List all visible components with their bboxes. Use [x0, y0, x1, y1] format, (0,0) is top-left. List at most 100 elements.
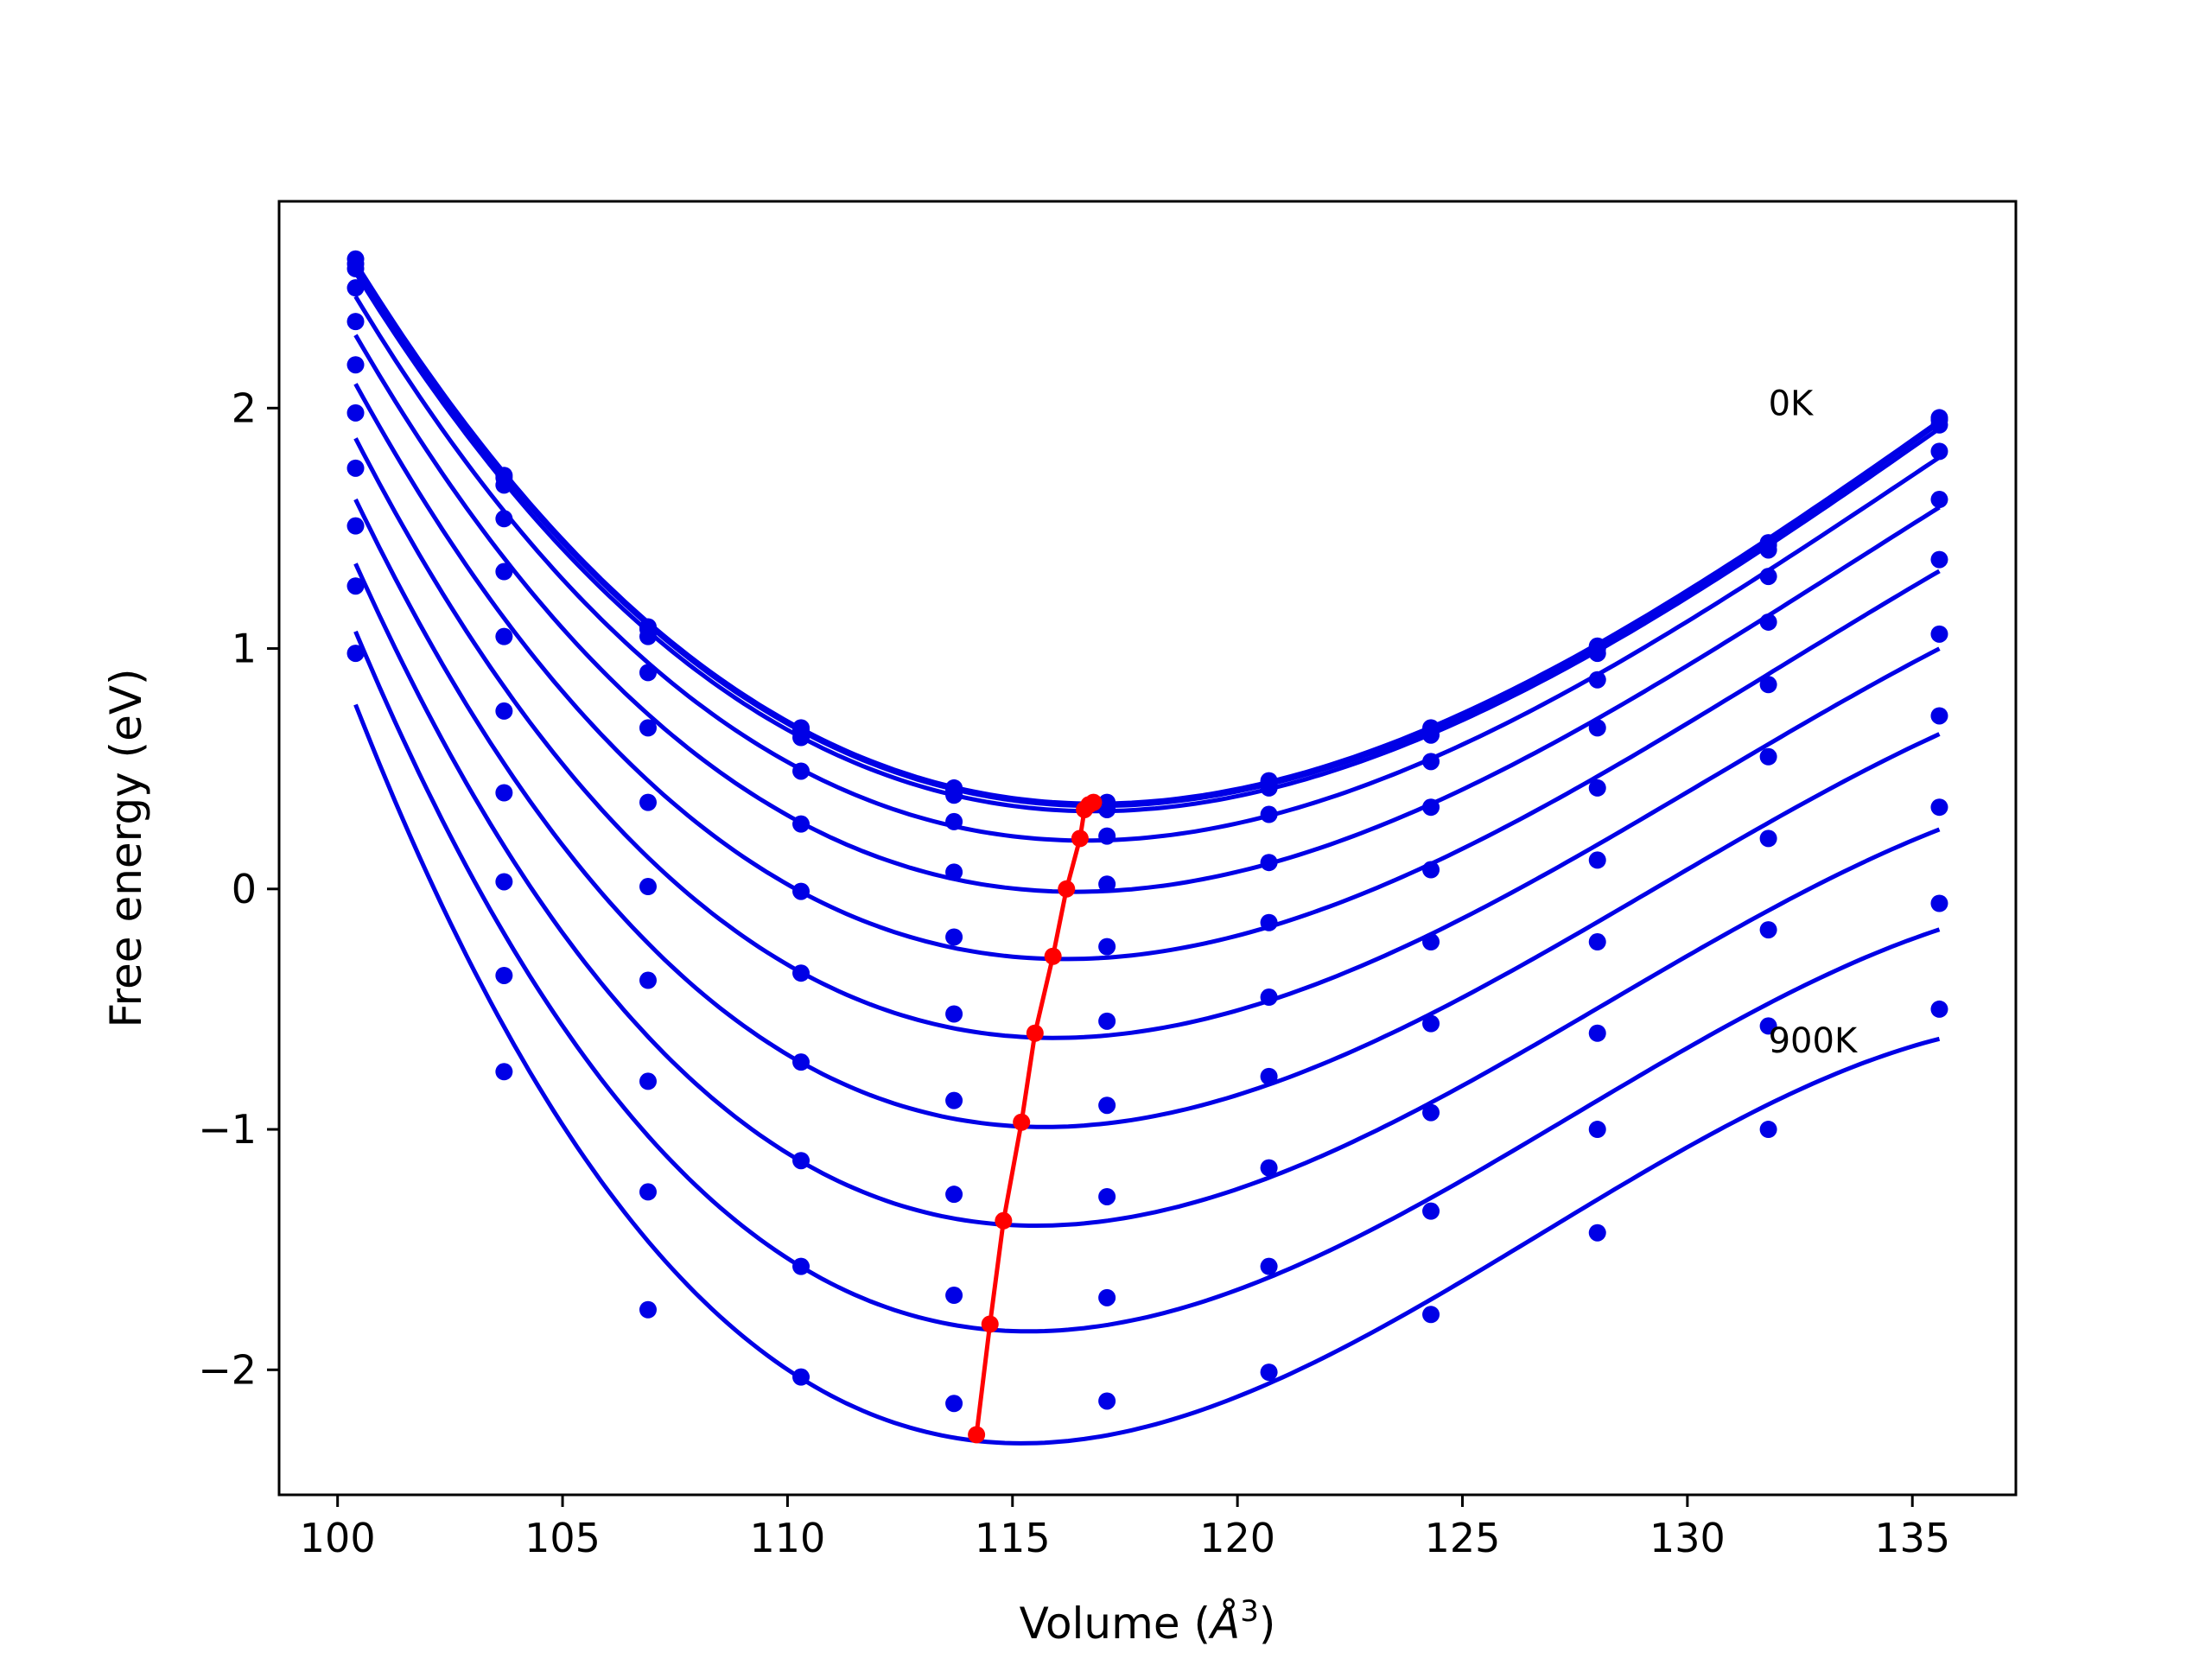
data-point: [1422, 726, 1440, 744]
y-tick-label: −2: [198, 1346, 257, 1393]
data-point: [792, 964, 810, 982]
data-point: [1930, 798, 1948, 817]
data-point: [792, 1152, 810, 1170]
data-point: [792, 1257, 810, 1275]
data-point: [639, 719, 657, 737]
data-point: [1930, 1000, 1948, 1018]
data-point: [1260, 1067, 1278, 1085]
x-tick-label: 130: [1649, 1515, 1726, 1561]
data-point: [945, 1287, 963, 1305]
data-point: [1759, 613, 1777, 631]
data-point: [945, 1395, 963, 1413]
x-axis-label-superscript: 3: [1240, 1594, 1259, 1629]
y-axis-ticks: −2 −1 0 1 2: [198, 385, 279, 1393]
data-point: [1588, 671, 1606, 689]
equilibrium-point: [1071, 830, 1089, 848]
data-point: [945, 1185, 963, 1204]
data-point: [495, 702, 513, 720]
fit-curve-line: [353, 563, 1941, 1228]
data-point: [1759, 921, 1777, 939]
x-tick-label: 100: [300, 1515, 376, 1561]
x-tick-label: 135: [1874, 1515, 1950, 1561]
y-tick-label: 0: [232, 866, 257, 912]
x-axis-label-symbol: Å: [1208, 1599, 1240, 1649]
data-point: [1422, 1014, 1440, 1033]
fit-curve-line: [353, 383, 1941, 962]
data-point: [495, 873, 513, 891]
data-point: [945, 1091, 963, 1109]
data-point: [346, 356, 365, 374]
equilibrium-point: [1058, 880, 1076, 898]
fit-curve-line: [353, 437, 1941, 1040]
data-point: [1588, 779, 1606, 797]
data-point: [639, 664, 657, 682]
data-point: [1422, 753, 1440, 771]
y-tick-label: 1: [232, 626, 257, 672]
fit-curve-line: [353, 498, 1941, 1129]
data-point: [792, 728, 810, 747]
data-point: [346, 577, 365, 595]
x-axis-label-prefix: Volume (: [1020, 1599, 1211, 1649]
data-point: [1098, 1392, 1116, 1410]
data-point: [1098, 1288, 1116, 1306]
equilibrium-point: [1044, 947, 1062, 965]
data-point: [945, 928, 963, 946]
data-point: [639, 1183, 657, 1201]
data-point: [495, 627, 513, 645]
data-point: [1588, 719, 1606, 737]
data-point: [1260, 1363, 1278, 1382]
x-tick-label: 115: [975, 1515, 1051, 1561]
data-point: [1588, 1024, 1606, 1042]
data-point: [639, 1072, 657, 1090]
data-point: [1098, 827, 1116, 845]
data-point: [945, 786, 963, 804]
data-point: [1098, 875, 1116, 893]
equilibrium-curve: [968, 793, 1103, 1444]
data-point: [495, 476, 513, 494]
data-point: [1098, 1096, 1116, 1115]
annotation-label: 900K: [1769, 1021, 1859, 1061]
data-point: [1588, 645, 1606, 663]
data-point: [945, 863, 963, 881]
data-point: [346, 645, 365, 663]
data-point: [792, 762, 810, 780]
fit-curve-line: [353, 630, 1941, 1334]
data-point: [1588, 1224, 1606, 1242]
annotations: 0K 900K: [1769, 385, 1859, 1061]
data-point: [1260, 988, 1278, 1007]
y-tick-label: −1: [198, 1106, 257, 1153]
data-point: [1759, 830, 1777, 848]
x-tick-label: 120: [1199, 1515, 1275, 1561]
data-point: [792, 1368, 810, 1386]
data-point: [1930, 491, 1948, 509]
data-point: [1930, 416, 1948, 434]
data-point: [495, 1063, 513, 1081]
data-point: [1260, 854, 1278, 872]
equilibrium-point: [1013, 1113, 1031, 1131]
data-point: [1930, 894, 1948, 912]
data-point: [1098, 1187, 1116, 1205]
x-tick-label: 110: [750, 1515, 826, 1561]
data-point: [1260, 779, 1278, 797]
data-point: [1759, 541, 1777, 559]
fit-curve-line: [353, 295, 1941, 843]
data-point: [1759, 1017, 1777, 1035]
data-point: [346, 313, 365, 331]
data-point: [1930, 550, 1948, 569]
data-point: [792, 815, 810, 833]
data-point: [1588, 1121, 1606, 1139]
data-point: [792, 882, 810, 900]
data-point: [1422, 1202, 1440, 1220]
data-point: [1422, 861, 1440, 879]
data-point: [639, 878, 657, 896]
data-point: [1759, 1121, 1777, 1139]
data-point: [1759, 676, 1777, 694]
data-points: [346, 250, 1948, 1413]
fit-curve-line: [353, 703, 1941, 1446]
data-point: [346, 279, 365, 297]
data-point: [1260, 1159, 1278, 1177]
data-point: [495, 510, 513, 528]
data-point: [1930, 707, 1948, 725]
fit-curve-line: [353, 261, 1941, 806]
fit-curves: [353, 261, 1941, 1446]
